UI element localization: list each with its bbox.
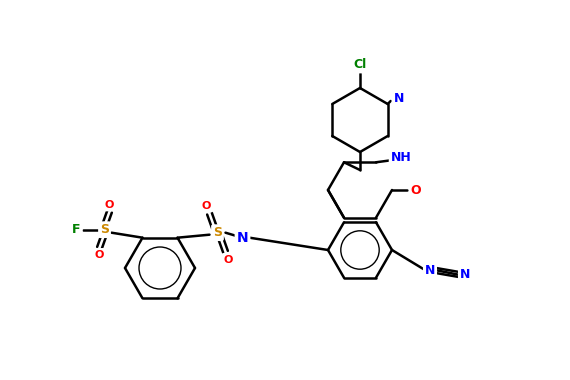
- Text: N: N: [425, 263, 435, 277]
- Text: O: O: [411, 184, 421, 196]
- Text: NH: NH: [390, 151, 412, 164]
- Text: O: O: [105, 200, 114, 210]
- Text: Cl: Cl: [353, 59, 367, 71]
- Text: F: F: [72, 223, 81, 236]
- Text: S: S: [213, 226, 222, 239]
- Text: O: O: [202, 201, 211, 211]
- Text: O: O: [224, 255, 233, 265]
- Text: N: N: [460, 269, 470, 282]
- Text: O: O: [95, 250, 104, 260]
- Text: S: S: [100, 223, 109, 236]
- Text: N: N: [237, 231, 249, 245]
- Text: N: N: [393, 92, 404, 106]
